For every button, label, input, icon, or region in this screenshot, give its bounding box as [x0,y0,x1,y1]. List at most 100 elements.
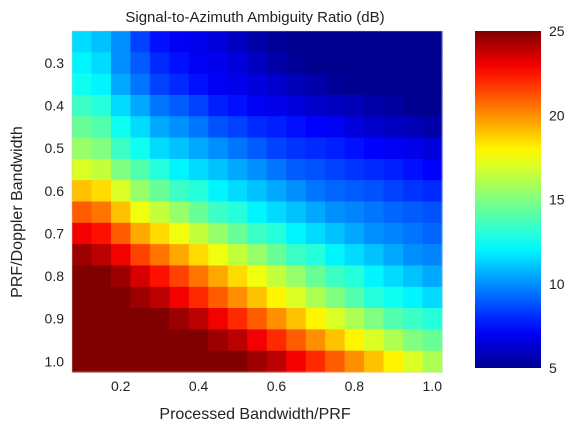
heatmap-cell [422,265,443,288]
heatmap-cell [344,52,365,75]
heatmap-cell [344,265,365,288]
heatmap-cell [286,201,307,224]
heatmap-cell [266,180,287,203]
heatmap-cell [169,265,190,288]
heatmap-cell [188,158,209,181]
heatmap-cell [247,137,268,160]
heatmap-cell [149,286,170,309]
heatmap-cell [344,201,365,224]
heatmap-cell [403,201,424,224]
heatmap-cell [130,286,151,309]
heatmap-cell [305,244,326,267]
heatmap-cell [110,308,132,330]
heatmap-cell [325,286,346,309]
heatmap-cell [305,158,326,181]
heatmap-cell [266,308,287,330]
heatmap-cell [91,137,112,160]
heatmap-cell [286,222,307,245]
heatmap-cell [422,158,443,181]
heatmap-cell [403,180,424,203]
heatmap-cell [227,31,248,53]
heatmap-cell [208,94,229,117]
heatmap-cell [325,137,346,160]
heatmap-cell [110,73,132,96]
heatmap-cell [169,350,190,373]
colorbar-tick-label: 20 [549,107,565,123]
heatmap-cell [344,31,365,53]
heatmap-cell [169,116,190,139]
heatmap-cell [149,265,170,288]
heatmap-cell [72,286,93,309]
heatmap-cell [286,73,307,96]
heatmap-cell [149,116,170,139]
heatmap-cell [266,158,287,181]
heatmap-cell [188,31,209,53]
heatmap-cell [325,52,346,75]
heatmap-cell [364,116,385,139]
heatmap-cell [169,201,190,224]
heatmap-cell [208,244,229,267]
heatmap-cell [149,94,170,117]
heatmap-cell [383,94,404,117]
heatmap-cell [110,137,132,160]
heatmap-cell [422,52,443,75]
heatmap-cell [110,52,132,75]
heatmap-cell [422,73,443,96]
heatmap-cell [169,222,190,245]
heatmap-cell [422,31,443,53]
heatmap-cell [305,222,326,245]
heatmap-cell [344,116,365,139]
heatmap-cell [149,158,170,181]
heatmap-cell [169,244,190,267]
heatmap-cell [286,52,307,75]
heatmap-cell [403,244,424,267]
heatmap-cell [344,286,365,309]
heatmap-cell [91,329,112,352]
heatmap-cell [383,116,404,139]
heatmap-cell [149,308,170,330]
heatmap-cell [227,73,248,96]
colorbar-tick-label: 5 [549,360,557,376]
heatmap-cell [208,137,229,160]
heatmap-cell [364,308,385,330]
heatmap-cell [325,73,346,96]
heatmap-cell [169,137,190,160]
heatmap-cell [364,31,385,53]
heatmap-cell [383,52,404,75]
heatmap-cell [344,73,365,96]
heatmap-cell [403,73,424,96]
heatmap-cell [72,350,93,373]
heatmap-cell [286,244,307,267]
heatmap-cell [169,73,190,96]
heatmap-cell [247,244,268,267]
heatmap-cell [91,350,112,373]
heatmap-cell [286,94,307,117]
heatmap-cell [266,52,287,75]
heatmap-cell [247,180,268,203]
y-tick-label: 0.3 [45,55,65,71]
y-tick-label: 0.6 [45,183,65,199]
x-tick-label: 0.6 [267,378,287,394]
heatmap-cell [72,329,93,352]
colorbar-tick-label: 25 [549,23,565,39]
heatmap-cell [208,73,229,96]
heatmap-cell [305,116,326,139]
heatmap-cell [188,180,209,203]
heatmap-cell [227,222,248,245]
heatmap-cell [403,158,424,181]
heatmap-cell [188,94,209,117]
heatmap-cell [286,137,307,160]
heatmap-cell [149,201,170,224]
heatmap-cell [286,286,307,309]
heatmap-cell [403,286,424,309]
heatmap-cell [110,350,132,373]
heatmap-cell [169,94,190,117]
heatmap-cell [208,180,229,203]
heatmap-cell [422,329,443,352]
heatmap-cell [383,137,404,160]
colorbar-tick-label: 10 [549,276,565,292]
heatmap-cell [169,52,190,75]
heatmap-cell [110,158,132,181]
y-tick-label: 1.0 [45,353,65,369]
heatmap-cell [383,201,404,224]
